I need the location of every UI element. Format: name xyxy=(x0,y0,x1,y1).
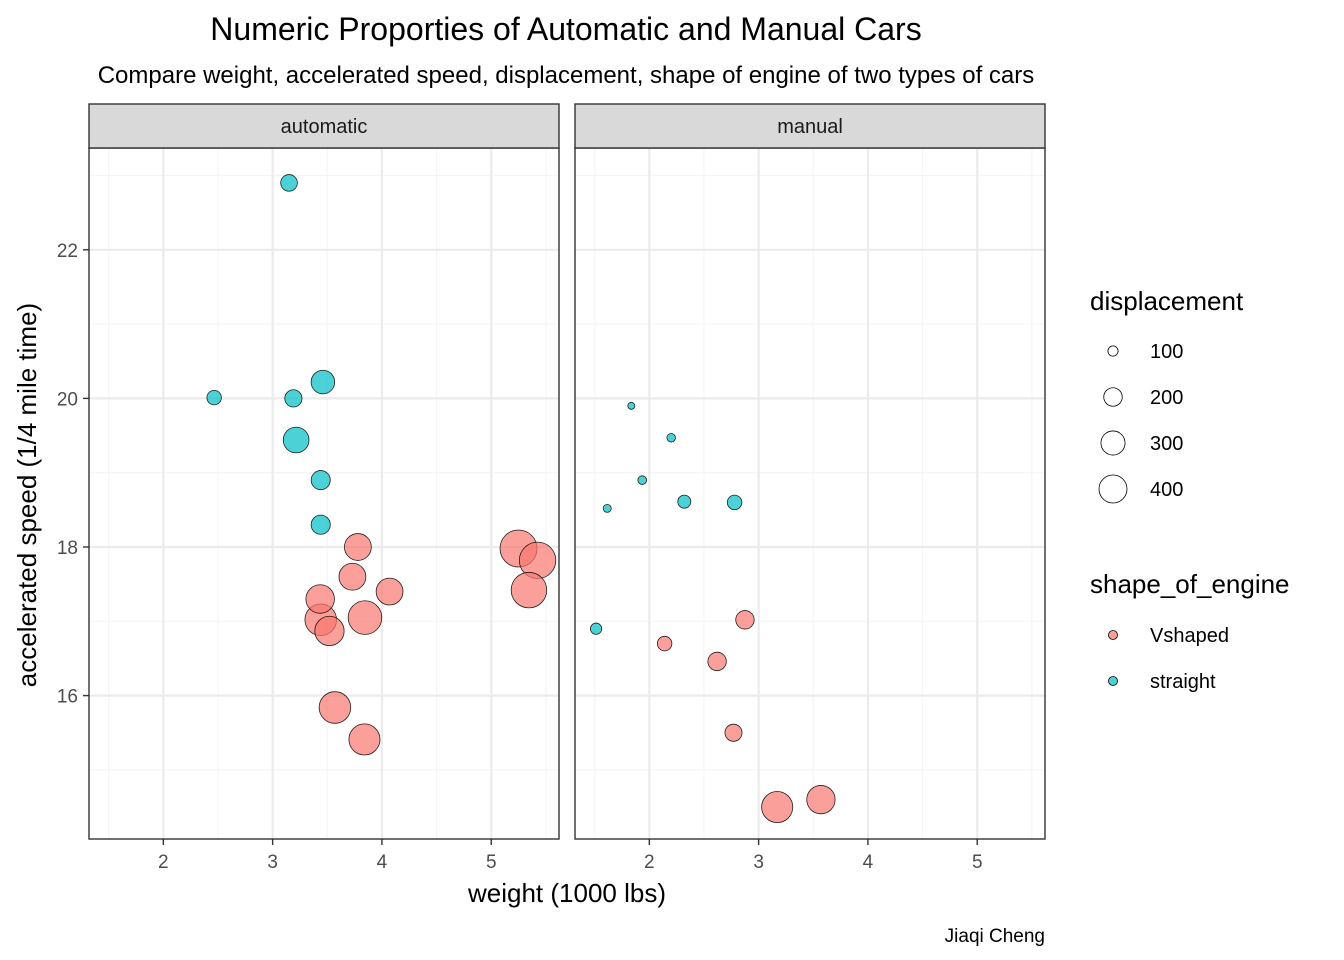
data-point-straight xyxy=(602,503,612,513)
data-point-straight xyxy=(310,514,331,535)
data-point-straight xyxy=(206,390,222,406)
legend-fill-label: straight xyxy=(1150,671,1216,693)
legend-fill-key xyxy=(1108,630,1118,640)
panel-background xyxy=(89,148,559,839)
data-point-Vshaped xyxy=(735,610,755,630)
data-point-Vshaped xyxy=(314,615,345,647)
data-point-Vshaped xyxy=(707,651,727,672)
data-point-straight xyxy=(590,622,603,635)
data-point-straight xyxy=(310,369,336,395)
legend-size-key xyxy=(1107,345,1119,357)
legend-fill-label: Vshaped xyxy=(1150,625,1229,647)
data-point-Vshaped xyxy=(318,691,352,724)
data-point-Vshaped xyxy=(338,562,367,591)
data-point-Vshaped xyxy=(806,785,836,815)
chart-subtitle: Compare weight, accelerated speed, displ… xyxy=(98,62,1035,89)
legend-displacement-title: displacement xyxy=(1090,286,1244,316)
y-tick-label: 18 xyxy=(57,538,78,559)
facet-panel-automatic: automatic 2 3 4 5 16 18 20 22 xyxy=(57,103,560,873)
legend-size-label: 200 xyxy=(1150,387,1183,409)
legend-size-key xyxy=(1098,474,1128,504)
x-tick-label: 3 xyxy=(267,852,278,873)
legend-size-label: 400 xyxy=(1150,479,1183,501)
legend-displacement: displacement 100 200 300 400 xyxy=(1090,286,1244,504)
data-point-Vshaped xyxy=(348,723,381,756)
facet-strip-label: manual xyxy=(777,116,843,138)
x-tick-label: 3 xyxy=(753,852,764,873)
data-point-Vshaped xyxy=(375,577,404,606)
x-tick-label: 5 xyxy=(972,852,983,873)
data-point-straight xyxy=(677,494,692,509)
x-tick-label: 2 xyxy=(644,852,655,873)
legend-size-key xyxy=(1103,387,1123,407)
chart-title: Numeric Proporties of Automatic and Manu… xyxy=(210,11,921,47)
facet-strip xyxy=(574,103,1046,149)
data-point-straight xyxy=(726,494,743,511)
data-point-straight xyxy=(280,174,298,192)
data-point-Vshaped xyxy=(510,571,548,609)
data-point-Vshaped xyxy=(656,635,673,652)
facet-strip-label: automatic xyxy=(281,116,368,138)
data-point-Vshaped xyxy=(724,723,743,742)
data-point-Vshaped xyxy=(344,533,372,561)
y-axis-title: accelerated speed (1/4 mile time) xyxy=(12,303,42,687)
legend-shape-of-engine: shape_of_engine Vshaped straight xyxy=(1090,569,1290,693)
data-point-straight xyxy=(666,433,676,443)
panel-background xyxy=(575,148,1045,839)
facet-strip xyxy=(88,103,560,149)
x-axis-title: weight (1000 lbs) xyxy=(467,878,666,908)
facet-panel-manual: manual 2 3 4 5 xyxy=(574,103,1046,873)
x-tick-label: 2 xyxy=(158,852,169,873)
legend-size-key xyxy=(1100,430,1126,456)
y-tick-label: 20 xyxy=(57,389,78,410)
caption: Jiaqi Cheng xyxy=(945,926,1045,947)
x-tick-label: 4 xyxy=(377,852,388,873)
data-point-Vshaped xyxy=(347,600,383,635)
data-point-straight xyxy=(637,475,647,485)
data-point-straight xyxy=(284,389,303,408)
data-point-straight xyxy=(627,401,636,410)
legend-shape-title: shape_of_engine xyxy=(1090,569,1290,599)
y-tick-label: 22 xyxy=(57,241,78,262)
data-point-straight xyxy=(282,426,310,454)
data-point-straight xyxy=(310,470,331,491)
data-point-Vshaped xyxy=(305,584,335,614)
legend-fill-key xyxy=(1108,676,1118,686)
x-tick-label: 4 xyxy=(863,852,874,873)
legend-size-label: 100 xyxy=(1150,341,1183,363)
x-tick-label: 5 xyxy=(486,852,497,873)
facet-panels: automatic 2 3 4 5 16 18 20 22 manual 2 3 4 5 xyxy=(57,103,1046,873)
data-point-Vshaped xyxy=(761,791,794,824)
legend-size-label: 300 xyxy=(1150,433,1183,455)
y-tick-label: 16 xyxy=(57,687,78,708)
